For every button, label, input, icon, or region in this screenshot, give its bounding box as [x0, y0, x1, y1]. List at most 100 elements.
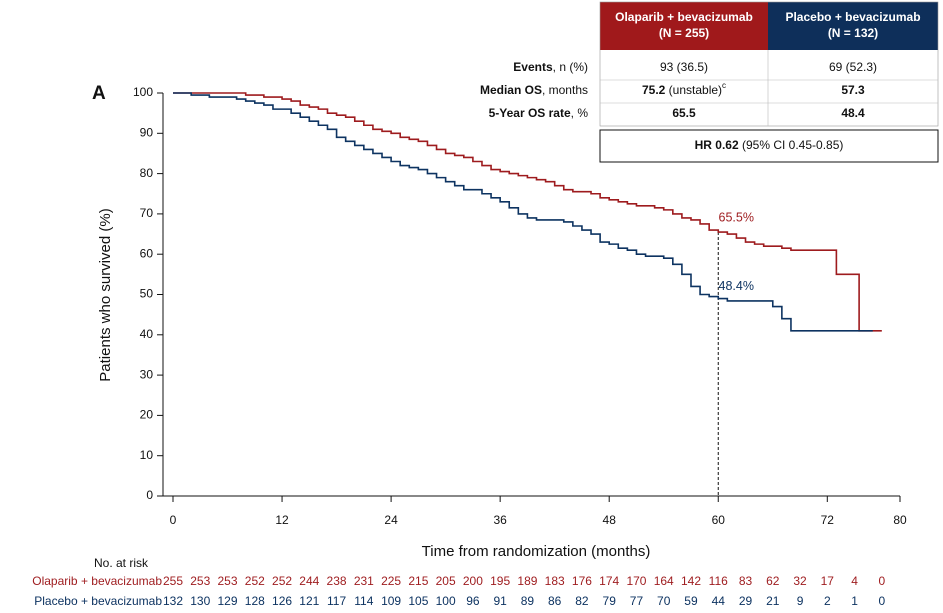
row-label: Events, n (%)	[513, 60, 588, 74]
survival-curve	[173, 92, 873, 332]
hr-text: HR 0.62 (95% CI 0.45-0.85)	[695, 138, 844, 152]
header-cell	[768, 2, 938, 50]
risk-count: 176	[572, 574, 592, 588]
cell-part: 69 (52.3)	[829, 60, 877, 74]
risk-count: 174	[599, 574, 619, 588]
cell-part: (unstable)	[665, 83, 722, 97]
risk-count: 89	[521, 594, 535, 608]
risk-count: 86	[548, 594, 562, 608]
risk-count: 205	[436, 574, 456, 588]
x-tick-label: 48	[603, 513, 617, 527]
risk-count: 200	[463, 574, 483, 588]
y-tick-label: 40	[140, 327, 154, 341]
risk-count: 238	[327, 574, 347, 588]
y-tick-label: 50	[140, 287, 154, 301]
risk-count: 1	[851, 594, 858, 608]
column-header: Placebo + bevacizumab	[785, 10, 920, 24]
y-axis-label: Patients who survived (%)	[97, 208, 114, 381]
risk-count: 0	[878, 594, 885, 608]
risk-count: 9	[797, 594, 804, 608]
table-cell: 48.4	[841, 106, 865, 120]
risk-count: 253	[218, 574, 238, 588]
risk-count: 132	[163, 594, 183, 608]
row-label-part: Median OS	[480, 83, 542, 97]
risk-count: 79	[603, 594, 617, 608]
risk-count: 83	[739, 574, 753, 588]
risk-count: 121	[299, 594, 319, 608]
table-cell: 93 (36.5)	[660, 60, 708, 74]
risk-count: 215	[408, 574, 428, 588]
y-tick-label: 10	[140, 448, 154, 462]
risk-count: 100	[436, 594, 456, 608]
cell-part: 75.2	[642, 83, 666, 97]
risk-count: 195	[490, 574, 510, 588]
table-border	[599, 1, 939, 127]
risk-count: 4	[851, 574, 858, 588]
risk-count: 225	[381, 574, 401, 588]
row-label: 5-Year OS rate, %	[489, 106, 589, 120]
cell-part: 93 (36.5)	[660, 60, 708, 74]
risk-count: 255	[163, 574, 183, 588]
row-label-part: , months	[542, 83, 588, 97]
risk-row-name: Olaparib + bevacizumab	[32, 574, 162, 588]
risk-count: 105	[408, 594, 428, 608]
risk-count: 252	[272, 574, 292, 588]
risk-count: 189	[517, 574, 537, 588]
hr-part: (95% CI 0.45-0.85)	[739, 138, 844, 152]
hr-box	[599, 129, 939, 163]
risk-count: 32	[793, 574, 807, 588]
risk-count: 59	[684, 594, 698, 608]
risk-row-name: Placebo + bevacizumab	[34, 594, 162, 608]
header-cell	[600, 2, 768, 50]
risk-count: 77	[630, 594, 644, 608]
y-tick-label: 0	[146, 488, 153, 502]
risk-count: 70	[657, 594, 671, 608]
cell-part: 57.3	[841, 83, 865, 97]
table-cell: 75.2 (unstable)c	[642, 81, 726, 97]
annotation: 65.5%	[719, 210, 754, 224]
column-header: (N = 132)	[828, 26, 878, 40]
risk-count: 109	[381, 594, 401, 608]
row-label-part: , n (%)	[553, 60, 588, 74]
risk-count: 252	[245, 574, 265, 588]
risk-count: 129	[218, 594, 238, 608]
risk-count: 117	[327, 594, 346, 608]
risk-count: 17	[821, 574, 835, 588]
risk-count: 244	[299, 574, 319, 588]
x-tick-label: 72	[821, 513, 835, 527]
column-header: (N = 255)	[659, 26, 709, 40]
y-tick-label: 20	[140, 408, 154, 422]
risk-count: 253	[190, 574, 210, 588]
risk-count: 231	[354, 574, 374, 588]
risk-count: 170	[626, 574, 646, 588]
x-tick-label: 24	[384, 513, 398, 527]
panel-label: A	[92, 83, 106, 104]
risk-count: 96	[466, 594, 480, 608]
risk-count: 183	[545, 574, 565, 588]
x-tick-label: 60	[712, 513, 726, 527]
column-header: Olaparib + bevacizumab	[615, 10, 753, 24]
y-tick-label: 60	[140, 246, 154, 260]
risk-count: 2	[824, 594, 831, 608]
risk-count: 0	[878, 574, 885, 588]
risk-count: 91	[493, 594, 507, 608]
y-tick-label: 30	[140, 367, 154, 381]
risk-count: 29	[739, 594, 753, 608]
y-tick-label: 80	[140, 166, 154, 180]
cell-part: 65.5	[672, 106, 696, 120]
risk-count: 21	[766, 594, 780, 608]
risk-count: 114	[354, 594, 373, 608]
risk-count: 142	[681, 574, 701, 588]
row-label-part: Events	[513, 60, 553, 74]
risk-count: 128	[245, 594, 265, 608]
y-tick-label: 100	[133, 85, 153, 99]
annotation: 48.4%	[719, 279, 754, 293]
cell-part: c	[722, 81, 726, 90]
risk-title: No. at risk	[94, 556, 149, 570]
risk-count: 44	[712, 594, 726, 608]
risk-count: 130	[190, 594, 210, 608]
row-label: Median OS, months	[480, 83, 588, 97]
risk-count: 116	[709, 574, 728, 588]
x-tick-label: 0	[170, 513, 177, 527]
